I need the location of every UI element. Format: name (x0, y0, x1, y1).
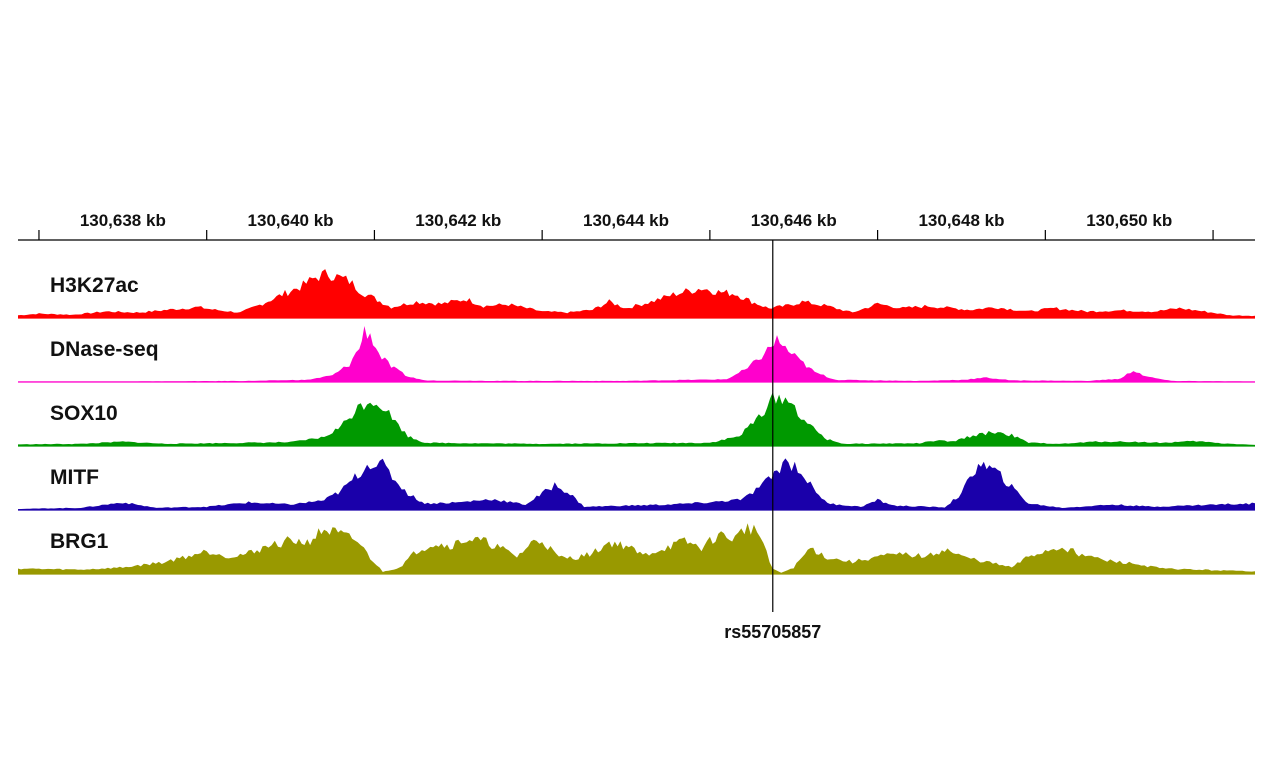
tick-label: 130,640 kb (248, 211, 334, 230)
track-label: SOX10 (50, 402, 118, 425)
track-label: DNase-seq (50, 338, 159, 361)
tick-label: 130,646 kb (751, 211, 837, 230)
coordinate-ruler: 130,638 kb 130,640 kb 130,642 kb 130,644 kb… (18, 211, 1255, 241)
track-mitf: MITF (18, 458, 1255, 511)
signal-area-dnase-seq (18, 326, 1255, 382)
signal-area-h3k27ac (18, 269, 1255, 318)
track-label: H3K27ac (50, 274, 139, 297)
tick-label: 130,638 kb (80, 211, 166, 230)
signal-area-sox10 (18, 392, 1255, 446)
tick-label: 130,642 kb (415, 211, 501, 230)
track-dnase-seq: DNase-seq (18, 326, 1255, 383)
snp-marker: rs55705857 (724, 240, 821, 642)
track-sox10: SOX10 (18, 392, 1255, 447)
signal-area-mitf (18, 458, 1255, 510)
track-label: BRG1 (50, 530, 109, 553)
snp-marker-label: rs55705857 (724, 622, 821, 642)
track-label: MITF (50, 466, 99, 489)
tick-label: 130,644 kb (583, 211, 669, 230)
tick-label: 130,648 kb (918, 211, 1004, 230)
signal-tracks: H3K27ac DNase-seq SOX10 MITF BRG1 (18, 269, 1255, 575)
signal-area-brg1 (18, 523, 1255, 574)
track-h3k27ac: H3K27ac (18, 269, 1255, 319)
track-brg1: BRG1 (18, 523, 1255, 575)
tick-label: 130,650 kb (1086, 211, 1172, 230)
